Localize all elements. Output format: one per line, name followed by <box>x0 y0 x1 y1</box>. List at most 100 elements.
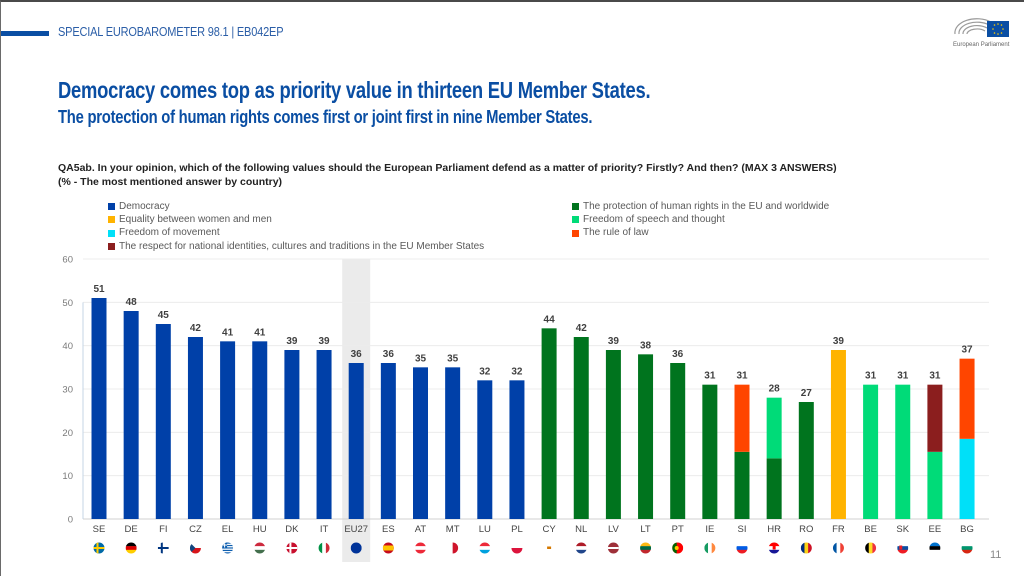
flag-sk-icon <box>897 542 909 554</box>
data-label: 41 <box>254 327 266 338</box>
data-label: 36 <box>383 349 395 360</box>
bar-el-democracy <box>220 341 236 519</box>
x-tick-label: EL <box>222 524 234 535</box>
bar-ee-identities <box>927 384 943 452</box>
flag-pl-icon <box>511 542 523 554</box>
flag-el-icon <box>222 542 234 554</box>
x-tick-label: MT <box>446 524 460 535</box>
flag-cy-icon <box>543 542 555 554</box>
legend-swatch <box>108 216 115 224</box>
legend-item-democracy: Democracy <box>108 200 484 213</box>
bar-de-democracy <box>123 311 139 519</box>
x-tick-label: AT <box>415 524 427 535</box>
x-tick-label: BG <box>960 524 974 535</box>
data-label: 27 <box>801 388 813 399</box>
flag-lt-icon <box>640 542 652 554</box>
bar-cz-democracy <box>187 337 203 519</box>
bar-it-democracy <box>316 350 332 519</box>
x-tick-label: RO <box>799 524 813 535</box>
y-tick-label: 40 <box>62 341 73 352</box>
x-tick-label: IT <box>320 524 329 535</box>
x-tick-label: LT <box>640 524 651 535</box>
bar-ee-speech <box>927 451 943 519</box>
legend-item-movement: Freedom of movement <box>108 226 484 239</box>
x-tick-label: HR <box>767 524 781 535</box>
data-label: 36 <box>672 349 684 360</box>
x-tick-label: PT <box>672 524 684 535</box>
x-tick-label: PL <box>511 524 523 535</box>
y-tick-label: 50 <box>62 298 73 309</box>
flag-ie-icon <box>704 542 716 554</box>
flag-hr-icon <box>768 542 780 554</box>
flag-bg-icon <box>961 542 973 554</box>
data-label: 31 <box>736 371 748 382</box>
bar-eu27-democracy <box>348 363 364 519</box>
flag-es-icon <box>382 542 394 554</box>
x-tick-label: EU27 <box>344 524 368 535</box>
bar-fr-equality <box>830 350 846 519</box>
bar-pt-human-rights <box>670 363 686 519</box>
x-tick-label: CY <box>542 524 556 535</box>
legend-label: Freedom of movement <box>119 227 220 239</box>
bar-cy-human-rights <box>541 328 557 519</box>
bar-bg-movement <box>959 438 975 519</box>
x-tick-label: SE <box>93 524 106 535</box>
bar-si-rule-of-law <box>734 384 750 452</box>
flag-pt-icon <box>672 542 684 554</box>
bar-hr-human-rights <box>766 458 782 519</box>
data-label: 42 <box>190 323 202 334</box>
data-label: 39 <box>608 336 620 347</box>
x-tick-label: DE <box>125 524 138 535</box>
flag-se-icon <box>93 542 105 554</box>
flag-it-icon <box>318 542 330 554</box>
legend-right: The protection of human rights in the EU… <box>572 200 829 240</box>
x-tick-label: ES <box>382 524 395 535</box>
legend-item-speech: Freedom of speech and thought <box>572 213 829 226</box>
flag-si-icon <box>736 542 748 554</box>
y-tick-label: 20 <box>62 428 73 439</box>
data-label: 39 <box>833 336 845 347</box>
legend-item-identities: The respect for national identities, cul… <box>108 240 484 253</box>
data-label: 51 <box>93 284 105 295</box>
bar-lt-human-rights <box>638 354 654 519</box>
bar-se-democracy <box>91 298 107 519</box>
data-label: 36 <box>351 349 363 360</box>
data-label: 32 <box>479 366 491 377</box>
data-label: 48 <box>126 297 138 308</box>
logo-caption: European Parliament <box>953 42 1010 48</box>
flag-fr-icon <box>832 542 844 554</box>
flag-ro-icon <box>800 542 812 554</box>
bar-fi-democracy <box>155 324 171 519</box>
data-label: 32 <box>511 366 523 377</box>
flag-nl-icon <box>575 542 587 554</box>
y-tick-label: 60 <box>62 255 73 266</box>
flag-eu-icon <box>350 542 362 554</box>
legend-item-human-rights: The protection of human rights in the EU… <box>572 200 829 213</box>
page-number: 11 <box>990 549 1002 561</box>
flag-be-icon <box>865 542 877 554</box>
parliament-hemicycle-icon <box>954 18 1009 37</box>
data-label: 31 <box>929 371 941 382</box>
legend-label: The rule of law <box>583 227 649 239</box>
bar-mt-democracy <box>445 367 461 519</box>
x-tick-label: LU <box>479 524 491 535</box>
legend-swatch <box>108 229 115 237</box>
legend-swatch <box>572 216 579 224</box>
data-label: 31 <box>897 371 909 382</box>
question-note: (% - The most mentioned answer by countr… <box>58 176 283 188</box>
y-tick-label: 10 <box>62 471 73 482</box>
data-label: 37 <box>961 345 973 356</box>
legend-label: Equality between women and men <box>119 214 272 226</box>
flag-lu-icon <box>479 542 491 554</box>
data-label: 28 <box>769 384 781 395</box>
x-tick-label: FR <box>832 524 845 535</box>
legend-label: The protection of human rights in the EU… <box>583 201 830 212</box>
survey-label: SPECIAL EUROBAROMETER 98.1 | EB042EP <box>58 25 284 39</box>
x-tick-label: SI <box>738 524 747 535</box>
header-accent-bar <box>1 31 49 36</box>
data-label: 31 <box>704 371 716 382</box>
bar-lv-human-rights <box>605 350 621 519</box>
data-label: 35 <box>415 353 427 364</box>
flag-mt-icon <box>447 542 459 554</box>
